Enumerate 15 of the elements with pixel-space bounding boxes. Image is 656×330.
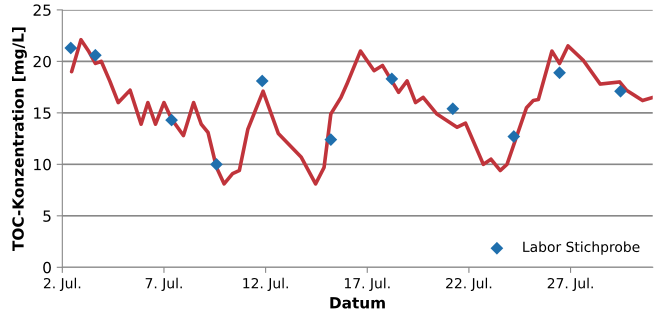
x-tick-label: 7. Jul. [146, 278, 182, 292]
x-tick-label: 12. Jul. [243, 278, 288, 292]
y-tick-label: 10 [34, 158, 51, 170]
y-tick-label: 20 [34, 56, 51, 68]
y-axis-title: TOC-Konzentration [mg/L] [12, 27, 27, 251]
y-tick-label: 15 [34, 108, 51, 119]
legend-label: Labor Stichprobe [523, 241, 640, 255]
y-tick-label: 25 [34, 4, 51, 16]
x-tick-label: 22. Jul. [446, 278, 492, 292]
x-tick-label: 27. Jul. [548, 278, 593, 292]
y-tick-label: 0 [43, 262, 51, 274]
x-axis-title: Datum [330, 297, 385, 309]
x-tick-label: 2. Jul. [44, 278, 80, 292]
x-tick-label: 17. Jul. [344, 278, 390, 292]
y-tick-label: 5 [43, 210, 51, 222]
